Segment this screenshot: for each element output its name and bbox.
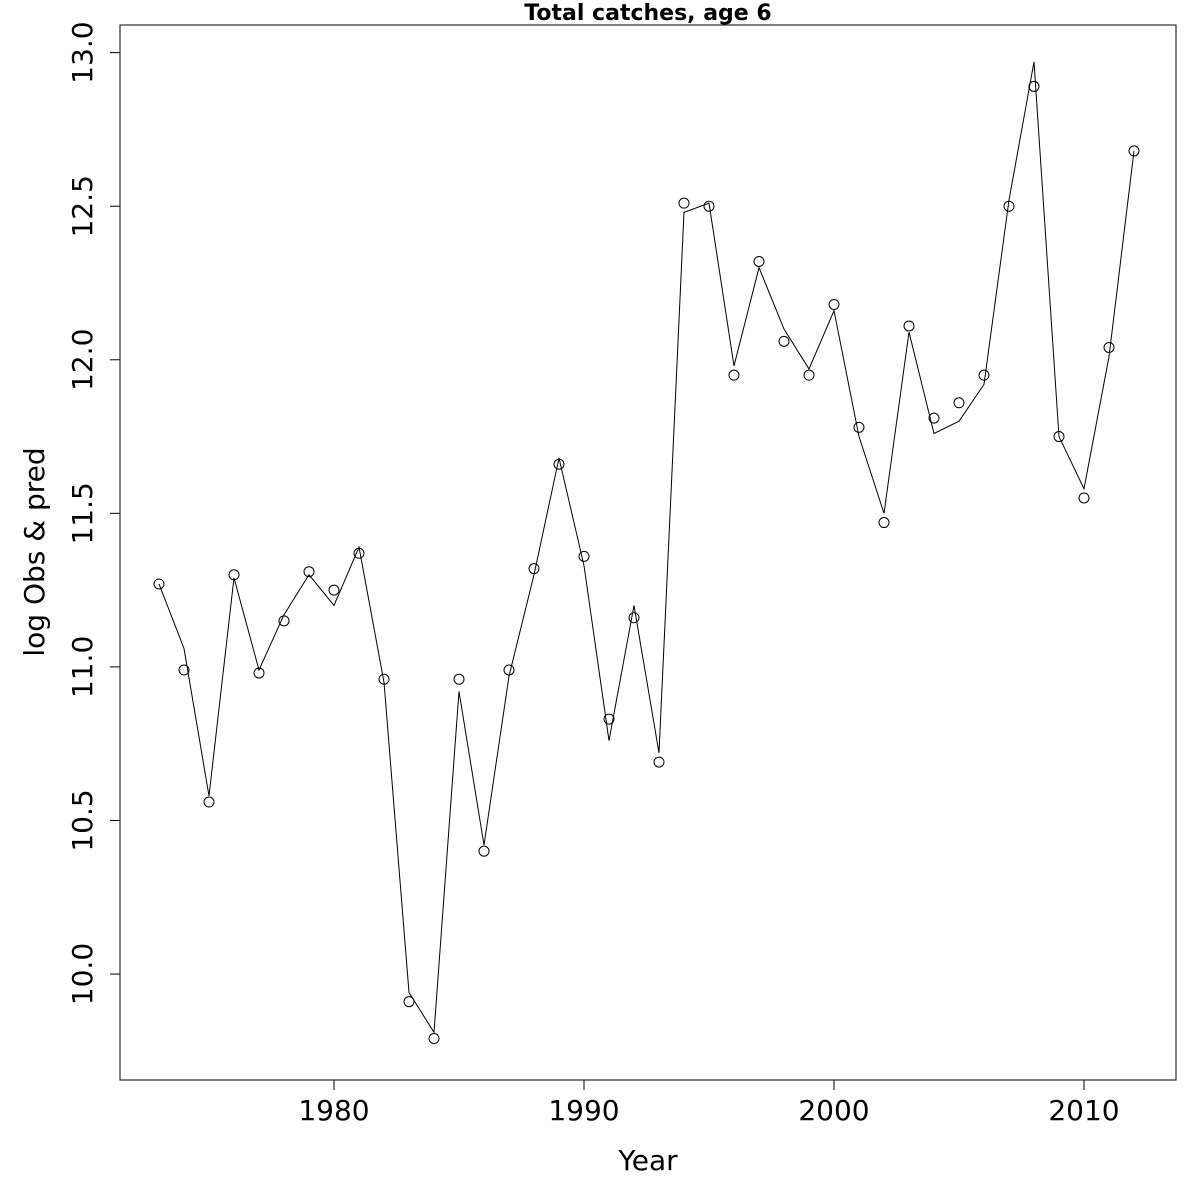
observed-point xyxy=(1028,80,1040,92)
observed-point xyxy=(528,563,540,575)
y-tick-label: 10.5 xyxy=(66,789,99,851)
y-axis: 10.0 10.5 11.0 11.5 12.0 12.5 13.0 xyxy=(66,21,120,1005)
observed-point xyxy=(828,298,840,310)
observed-point xyxy=(653,756,665,768)
plot-frame xyxy=(119,24,1177,1081)
observed-point xyxy=(553,458,565,470)
x-axis-label: Year xyxy=(617,1144,678,1177)
y-tick-label: 12.5 xyxy=(66,175,99,237)
observed-point xyxy=(303,566,315,578)
observed-point xyxy=(178,664,190,676)
observed-point xyxy=(1078,492,1090,504)
observed-point xyxy=(578,550,590,562)
observed-point xyxy=(903,320,915,332)
observed-point xyxy=(803,369,815,381)
y-tick-label: 12.0 xyxy=(66,329,99,391)
observed-point xyxy=(953,397,965,409)
y-tick-label: 11.0 xyxy=(66,636,99,698)
observed-point xyxy=(603,713,615,725)
observed-point xyxy=(928,412,940,424)
observed-point xyxy=(203,796,215,808)
observed-point xyxy=(503,664,515,676)
observed-point xyxy=(853,421,865,433)
x-tick-label: 1980 xyxy=(298,1094,369,1127)
y-tick-label: 13.0 xyxy=(66,21,99,83)
y-axis-label: log Obs & pred xyxy=(18,447,51,656)
observed-point xyxy=(778,335,790,347)
observed-point xyxy=(703,200,715,212)
observed-point xyxy=(278,615,290,627)
x-tick-label: 1990 xyxy=(548,1094,619,1127)
observed-point xyxy=(628,612,640,624)
observed-point xyxy=(978,369,990,381)
observed-point xyxy=(403,996,415,1008)
x-axis: 1980 1990 2000 2010 xyxy=(298,1080,1120,1127)
observed-point xyxy=(753,255,765,267)
observed-point xyxy=(253,667,265,679)
observed-point xyxy=(428,1033,440,1045)
chart-title: Total catches, age 6 xyxy=(524,1,771,26)
observed-point xyxy=(328,584,340,596)
series-group xyxy=(153,61,1140,1045)
observed-point xyxy=(478,845,490,857)
observed-point xyxy=(728,369,740,381)
observed-point xyxy=(453,673,465,685)
observed-point xyxy=(1103,341,1115,353)
observed-point xyxy=(1128,145,1140,157)
observed-point xyxy=(153,578,165,590)
observed-point xyxy=(878,517,890,529)
predicted-line xyxy=(158,61,1135,1034)
x-tick-label: 2000 xyxy=(798,1094,869,1127)
y-tick-label: 11.5 xyxy=(66,482,99,544)
y-tick-label: 10.0 xyxy=(66,943,99,1005)
x-tick-label: 2010 xyxy=(1048,1094,1119,1127)
observed-point xyxy=(678,197,690,209)
